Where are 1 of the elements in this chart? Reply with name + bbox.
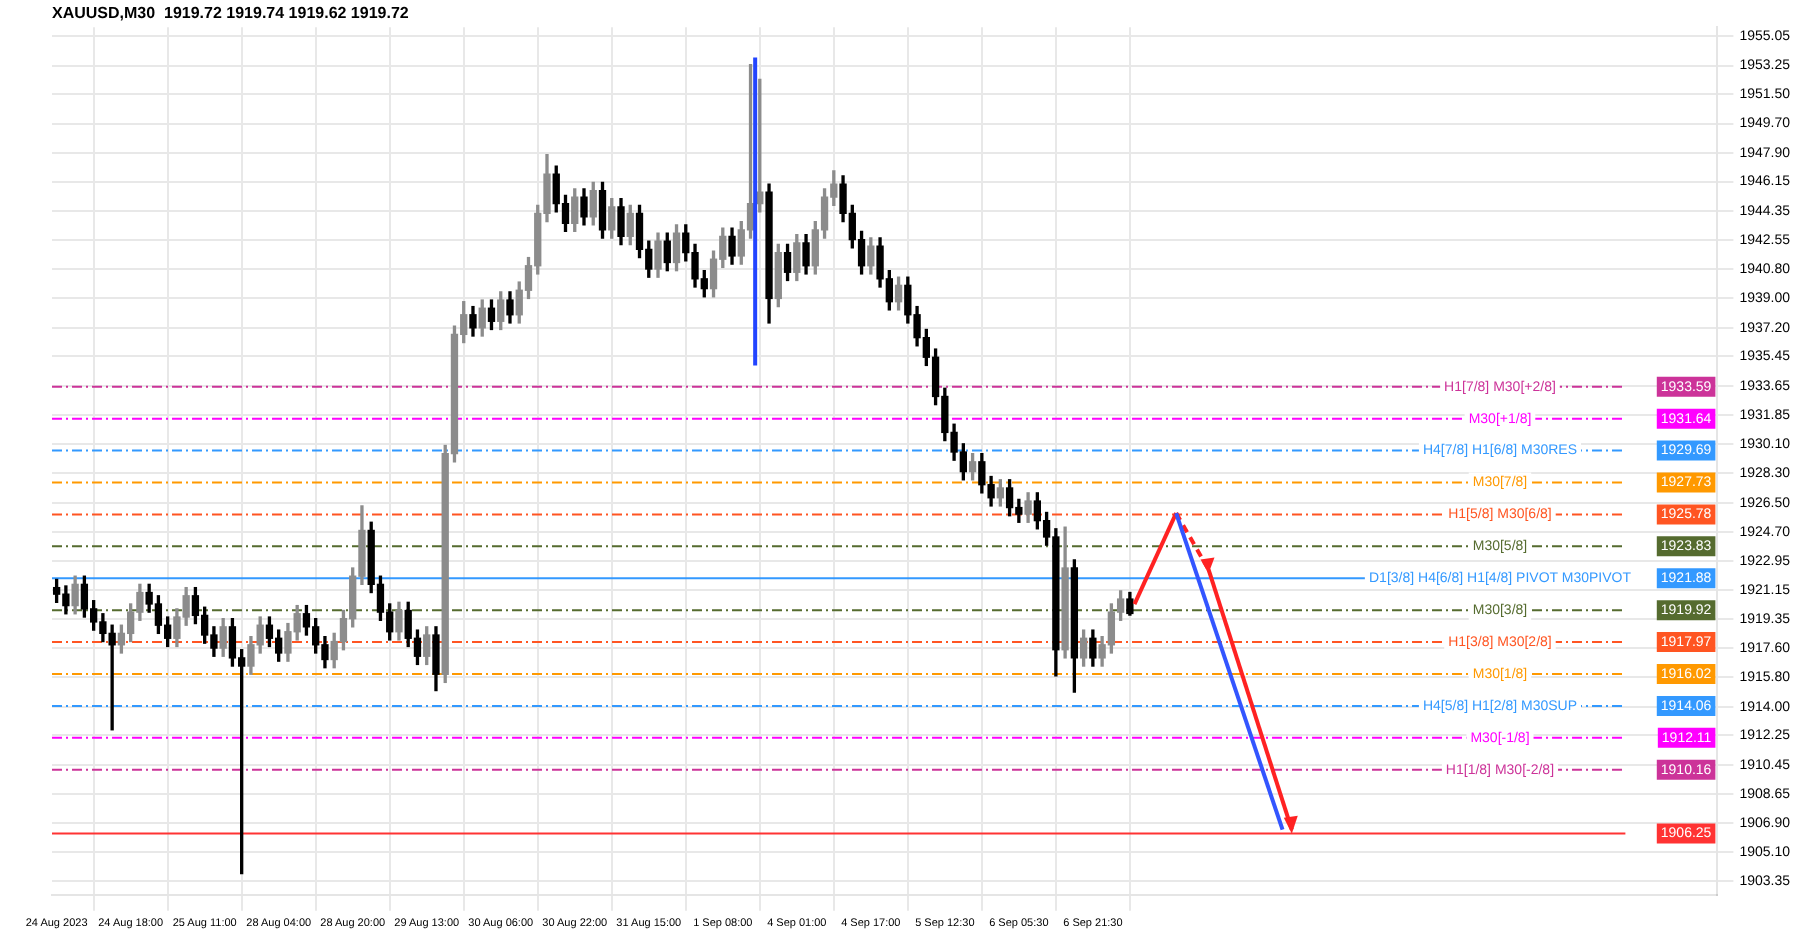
chart-title: XAUUSD,M30 1919.72 1919.74 1919.62 1919.72 [52,4,410,23]
